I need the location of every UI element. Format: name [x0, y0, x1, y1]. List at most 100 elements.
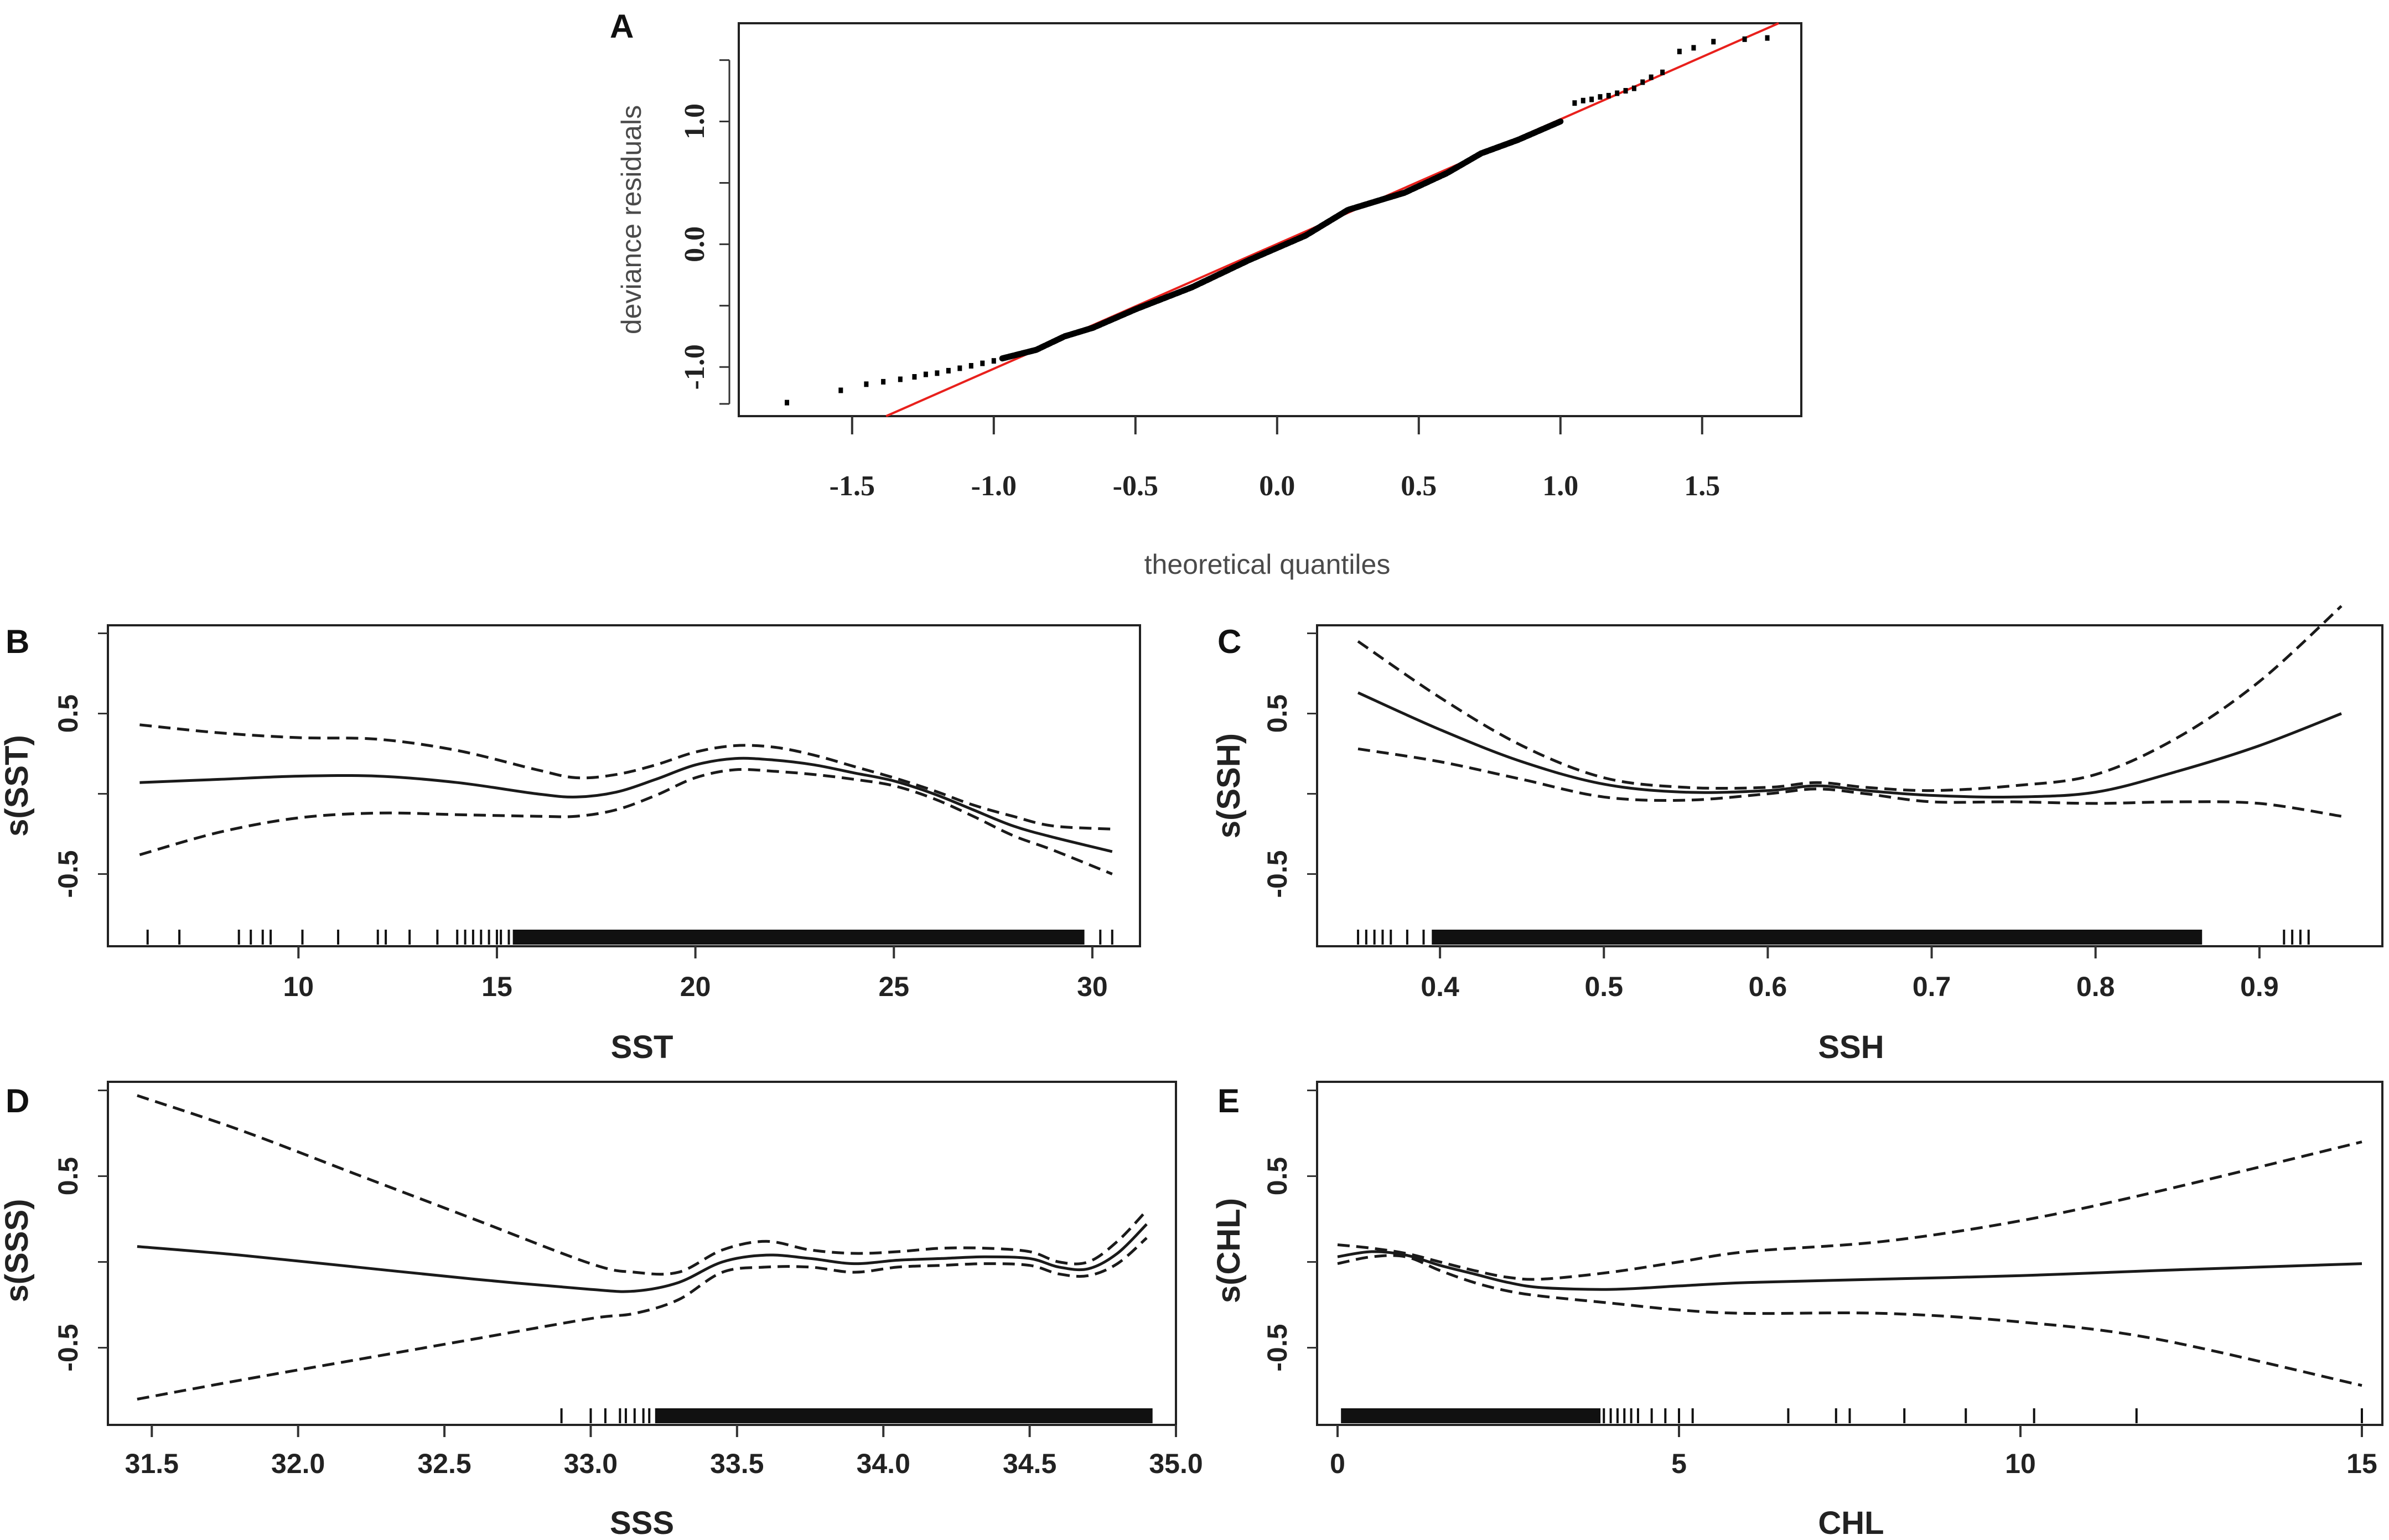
- panel-c: C 0.4 0.5 0.6 0.7 0.8 0.9 0.5 -0.5 SSH s(SSH): [1211, 605, 2383, 1065]
- panel-a-xtick-label: -0.5: [1113, 470, 1158, 502]
- panel-c-xlabel: SSH: [1818, 1029, 1884, 1065]
- panel-d-ytick-label: -0.5: [53, 1324, 84, 1371]
- panel-e-ytick-label: 0.5: [1262, 1157, 1293, 1196]
- panel-a-ytick-label: 0.0: [679, 226, 711, 262]
- qq-point: [991, 358, 996, 364]
- panel-d-plot: 31.5 32.0 32.5 33.0 33.5 34.0 34.5 35.0 0.5 -0.5: [53, 1090, 1203, 1479]
- panel-letter-b: B: [6, 623, 29, 660]
- qq-point: [946, 367, 951, 374]
- panel-d: D 31.5 32.0 32.5 33.0 33.5 34.0 34.5 35.0 0.5 -0.…: [0, 1081, 1203, 1540]
- panel-b-xtick-label: 10: [283, 971, 314, 1002]
- panel-a-ytick-label: -1.0: [679, 344, 711, 390]
- panel-e-plot: 0 5 10 15 0.5 -0.5: [1262, 1090, 2377, 1479]
- panel-c-xtick-label: 0.9: [2240, 971, 2279, 1002]
- qq-point: [864, 381, 869, 387]
- panel-b-ytick-label: -0.5: [53, 850, 84, 898]
- panel-e-ylabel: s(CHL): [1211, 1198, 1247, 1303]
- panel-d-ylabel: s(SSS): [0, 1199, 35, 1303]
- qq-point: [1640, 79, 1645, 85]
- panel-d-lower-curve: [137, 1237, 1148, 1401]
- panel-d-ytick-label: 0.5: [53, 1157, 84, 1196]
- panel-e: E 0 5 10 15 0.5 -0.5 CHL s(CHL): [1211, 1081, 2383, 1540]
- panel-a-xlabel: theoretical quantiles: [1144, 549, 1391, 580]
- panel-d-frame: [107, 1081, 1177, 1426]
- qq-point: [1623, 88, 1628, 94]
- panel-letter-d: D: [6, 1082, 29, 1119]
- panel-a-xtick-label: -1.0: [971, 470, 1017, 502]
- qq-point: [881, 378, 886, 385]
- panel-b-xlabel: SST: [611, 1029, 673, 1065]
- qq-point: [912, 374, 917, 380]
- panel-a-plot: -1.5 -1.0 -0.5 0.0 0.5 1.0 1.5 -1.0 0.0 1.0: [679, 22, 1779, 502]
- panel-e-xtick-label: 15: [2346, 1448, 2377, 1479]
- qq-point: [1598, 94, 1603, 100]
- qq-point: [1589, 96, 1594, 102]
- panel-d-xtick-label: 32.5: [417, 1448, 471, 1479]
- panel-c-xtick-label: 0.8: [2076, 971, 2115, 1002]
- panel-e-xtick-label: 0: [1330, 1448, 1345, 1479]
- panel-letter-a: A: [610, 8, 634, 45]
- panel-e-rug-dense: [1341, 1408, 1601, 1423]
- panel-e-ytick-label: -0.5: [1262, 1324, 1293, 1371]
- panel-e-lower-curve: [1337, 1254, 2362, 1387]
- panel-b: B 10 15 20 25 30 0.5 -0.5 SST s(SST): [0, 623, 1141, 1065]
- panel-b-lower-curve: [139, 768, 1113, 875]
- panel-e-xlabel: CHL: [1818, 1505, 1884, 1540]
- qq-point: [1660, 69, 1665, 75]
- qq-point: [968, 363, 973, 369]
- panel-d-xtick-label: 31.5: [125, 1448, 179, 1479]
- panel-d-xlabel: SSS: [610, 1505, 674, 1540]
- qq-point: [838, 387, 843, 393]
- panel-c-fit-curve: [1357, 691, 2342, 799]
- qq-point: [1691, 45, 1696, 51]
- panel-a-xtick-label: 0.0: [1259, 470, 1295, 502]
- qq-point: [1572, 100, 1577, 106]
- panel-b-plot: 10 15 20 25 30 0.5 -0.5: [53, 632, 1113, 1002]
- qq-point: [957, 365, 962, 371]
- panel-e-fit-curve: [1337, 1250, 2362, 1291]
- panel-c-xtick-label: 0.7: [1913, 971, 1951, 1002]
- panel-a-xtick-label: 1.0: [1542, 470, 1578, 502]
- panel-letter-e: E: [1217, 1082, 1240, 1119]
- panel-e-upper-curve: [1337, 1140, 2362, 1281]
- panel-a-xtick-label: 0.5: [1401, 470, 1437, 502]
- panel-c-xtick-label: 0.5: [1585, 971, 1624, 1002]
- panel-a-ylabel: deviance residuals: [616, 105, 647, 334]
- qq-point: [980, 360, 985, 366]
- panel-c-ytick-label: -0.5: [1262, 850, 1293, 898]
- panel-b-xtick-label: 20: [680, 971, 711, 1002]
- qq-point: [1711, 39, 1716, 45]
- panel-b-xtick-label: 15: [481, 971, 512, 1002]
- panel-b-fit-curve: [139, 756, 1113, 853]
- qq-point: [923, 371, 928, 377]
- qq-point: [1580, 97, 1585, 103]
- panel-b-ytick-label: 0.5: [53, 694, 84, 733]
- panel-d-xtick-label: 35.0: [1149, 1448, 1203, 1479]
- panel-c-ylabel: s(SSH): [1211, 733, 1247, 838]
- qq-point: [1765, 35, 1770, 41]
- panel-d-fit-curve: [137, 1223, 1148, 1293]
- panel-a-frame: [738, 22, 1802, 417]
- panel-b-xtick-label: 30: [1077, 971, 1108, 1002]
- panel-b-rug-dense: [512, 930, 1085, 945]
- qq-point: [935, 370, 940, 376]
- panel-a-ytick-label: 1.0: [679, 103, 711, 139]
- panel-c-plot: 0.4 0.5 0.6 0.7 0.8 0.9 0.5 -0.5: [1262, 605, 2343, 1002]
- panel-a-xtick-label: 1.5: [1684, 470, 1720, 502]
- panel-letter-c: C: [1217, 623, 1241, 660]
- panel-c-rug-dense: [1432, 930, 2203, 945]
- qq-point: [1649, 74, 1654, 80]
- panel-e-frame: [1316, 1081, 2383, 1426]
- panel-d-xtick-label: 33.5: [710, 1448, 764, 1479]
- panel-b-xtick-label: 25: [878, 971, 909, 1002]
- qq-point: [898, 376, 903, 382]
- panel-c-frame: [1316, 624, 2383, 947]
- panel-d-xtick-label: 32.0: [271, 1448, 325, 1479]
- panel-a-xtick-label: -1.5: [830, 470, 875, 502]
- qq-point: [1631, 85, 1636, 91]
- qq-points-body: [999, 118, 1564, 362]
- panel-c-xtick-label: 0.4: [1421, 971, 1459, 1002]
- panel-d-xtick-label: 34.0: [857, 1448, 910, 1479]
- panel-d-xtick-label: 34.5: [1003, 1448, 1056, 1479]
